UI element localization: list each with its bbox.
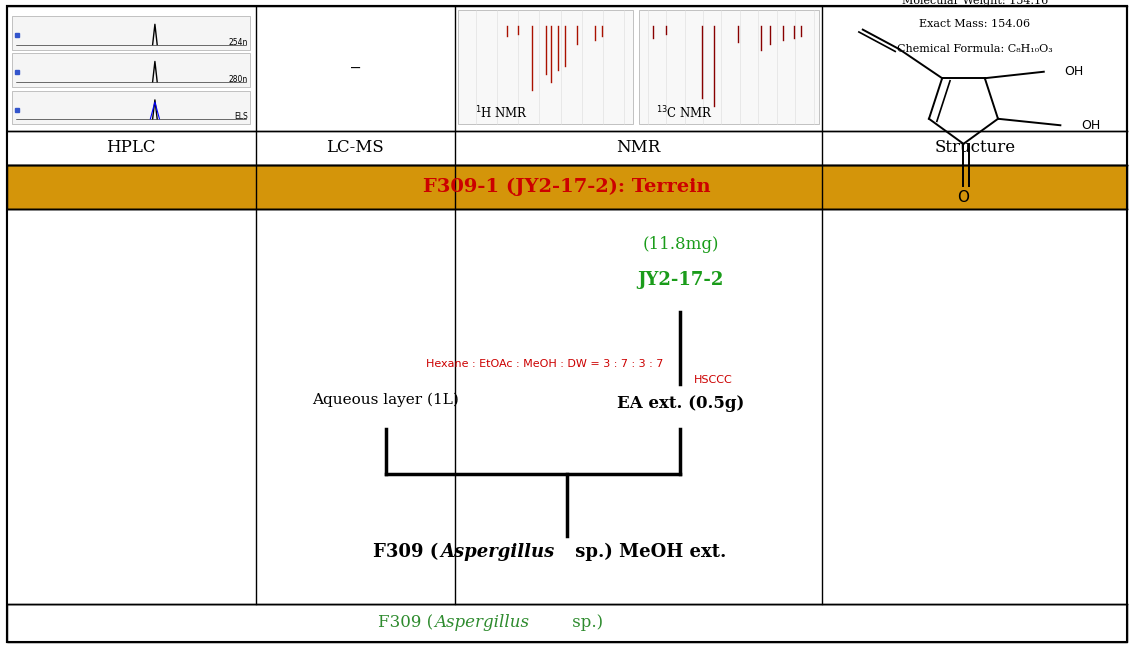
Text: F309 (: F309 ( xyxy=(378,614,433,631)
Text: sp.) MeOH ext.: sp.) MeOH ext. xyxy=(569,543,727,561)
Bar xyxy=(458,10,633,124)
Text: sp.): sp.) xyxy=(567,614,603,631)
Bar xyxy=(12,16,249,50)
Text: Aspergillus: Aspergillus xyxy=(440,543,555,561)
Text: Aspergillus: Aspergillus xyxy=(434,614,530,631)
Text: 254n: 254n xyxy=(228,38,247,47)
Text: –: – xyxy=(349,58,361,80)
Bar xyxy=(7,165,1127,209)
Text: (11.8mg): (11.8mg) xyxy=(642,236,719,253)
Text: F309 (: F309 ( xyxy=(373,543,439,561)
Bar xyxy=(7,131,1127,165)
Text: JY2-17-2: JY2-17-2 xyxy=(637,271,723,289)
Text: HPLC: HPLC xyxy=(107,139,155,156)
Text: Aqueous layer (1L): Aqueous layer (1L) xyxy=(312,393,459,407)
Text: HSCCC: HSCCC xyxy=(694,375,733,386)
Text: LC-MS: LC-MS xyxy=(327,139,384,156)
Bar xyxy=(12,91,249,124)
Bar xyxy=(638,10,819,124)
Bar xyxy=(7,209,1127,604)
Text: NMR: NMR xyxy=(617,139,661,156)
Bar xyxy=(7,604,1127,642)
Text: $^{13}$C NMR: $^{13}$C NMR xyxy=(655,104,713,121)
Text: OH: OH xyxy=(1064,65,1083,78)
Text: Structure: Structure xyxy=(934,139,1015,156)
Text: 280n: 280n xyxy=(228,75,247,84)
Text: Molecular Weight: 154.16: Molecular Weight: 154.16 xyxy=(902,0,1048,6)
Text: Chemical Formula: C₈H₁₀O₃: Chemical Formula: C₈H₁₀O₃ xyxy=(897,43,1052,54)
Text: $^{1}$H NMR: $^{1}$H NMR xyxy=(475,104,528,121)
Text: ELS: ELS xyxy=(234,112,247,121)
Text: EA ext. (0.5g): EA ext. (0.5g) xyxy=(617,395,744,411)
Text: Hexane : EtOAc : MeOH : DW = 3 : 7 : 3 : 7: Hexane : EtOAc : MeOH : DW = 3 : 7 : 3 :… xyxy=(426,359,663,369)
Bar xyxy=(12,53,249,87)
Text: F309-1 (JY2-17-2): Terrein: F309-1 (JY2-17-2): Terrein xyxy=(423,178,711,196)
Text: Exact Mass: 154.06: Exact Mass: 154.06 xyxy=(920,19,1031,29)
Text: OH: OH xyxy=(1081,119,1100,132)
Text: O: O xyxy=(957,190,970,205)
